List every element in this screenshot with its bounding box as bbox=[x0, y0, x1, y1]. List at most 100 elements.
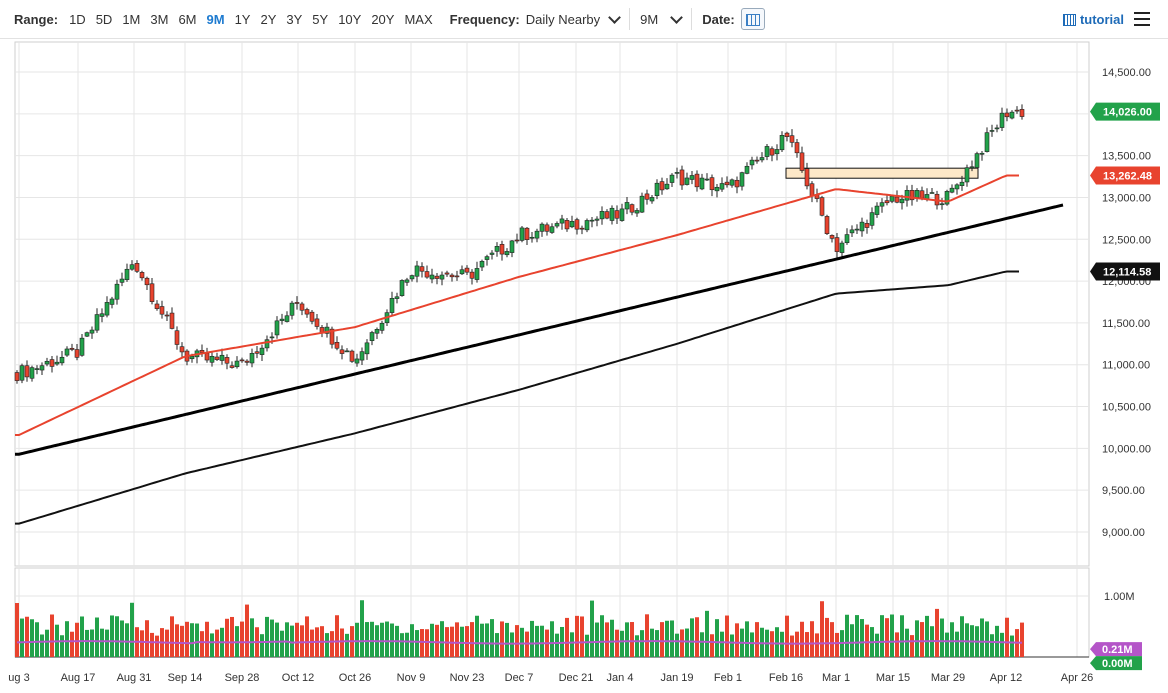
range-max[interactable]: MAX bbox=[404, 11, 433, 27]
candle-body bbox=[779, 135, 785, 151]
period-select[interactable]: 9M bbox=[640, 11, 659, 27]
candle-body bbox=[719, 183, 725, 190]
candle-body bbox=[884, 200, 890, 204]
candle-body bbox=[519, 227, 525, 241]
volume-bar bbox=[515, 625, 519, 657]
range-9m[interactable]: 9M bbox=[206, 11, 225, 27]
y-tick-label: 9,000.00 bbox=[1102, 527, 1145, 539]
candle-body bbox=[554, 223, 560, 227]
volume-bar bbox=[455, 622, 459, 657]
plot-area bbox=[14, 41, 1090, 567]
candle-body bbox=[349, 350, 355, 362]
range-10y[interactable]: 10Y bbox=[338, 11, 362, 27]
candle-body bbox=[224, 357, 230, 364]
volume-bar bbox=[490, 619, 494, 657]
volume-bar bbox=[875, 633, 879, 657]
volume-bar bbox=[345, 633, 349, 657]
volume-bar bbox=[355, 622, 359, 657]
x-tick-label: Feb 16 bbox=[769, 672, 803, 684]
volume-bar bbox=[145, 620, 149, 657]
volume-bar bbox=[675, 633, 679, 657]
frequency-group[interactable]: Frequency: Daily Nearby bbox=[450, 0, 622, 38]
volume-bar bbox=[570, 632, 574, 657]
volume-bar bbox=[90, 629, 94, 657]
volume-bar bbox=[630, 622, 634, 657]
volume-bar bbox=[30, 619, 34, 657]
volume-bar bbox=[225, 618, 229, 657]
candle-body bbox=[439, 274, 445, 280]
volume-bar bbox=[245, 604, 249, 657]
volume-bar bbox=[405, 632, 409, 657]
volume-bar bbox=[105, 629, 109, 657]
candle-body bbox=[809, 183, 815, 197]
range-2y[interactable]: 2Y bbox=[260, 11, 277, 27]
candle-body bbox=[899, 198, 905, 204]
volume-bar bbox=[820, 601, 824, 657]
divider bbox=[691, 8, 693, 30]
volume-bar bbox=[805, 632, 809, 657]
candle-body bbox=[269, 336, 275, 339]
candle-body bbox=[39, 365, 45, 371]
candle-body bbox=[904, 190, 910, 201]
volume-bar bbox=[985, 621, 989, 657]
candle-body bbox=[1009, 111, 1015, 119]
x-tick-label: Mar 1 bbox=[822, 672, 850, 684]
candle-body bbox=[314, 318, 320, 327]
range-1d[interactable]: 1D bbox=[69, 11, 86, 27]
candle-body bbox=[1004, 112, 1010, 118]
candle-body bbox=[389, 298, 395, 313]
frequency-select[interactable]: Daily Nearby bbox=[525, 11, 601, 27]
range-5y[interactable]: 5Y bbox=[312, 11, 329, 27]
x-tick-label: Nov 9 bbox=[397, 672, 426, 684]
candle-body bbox=[944, 191, 950, 205]
candle-body bbox=[464, 267, 470, 273]
candle-body bbox=[579, 227, 585, 230]
volume-bar bbox=[1005, 617, 1009, 657]
volume-bar bbox=[595, 622, 599, 657]
range-5d[interactable]: 5D bbox=[95, 11, 113, 27]
range-1y[interactable]: 1Y bbox=[234, 11, 251, 27]
volume-bar bbox=[980, 618, 984, 657]
tutorial-link[interactable]: tutorial bbox=[1062, 12, 1124, 27]
volume-bar bbox=[800, 621, 804, 657]
range-20y[interactable]: 20Y bbox=[371, 11, 395, 27]
range-3y[interactable]: 3Y bbox=[286, 11, 303, 27]
divider bbox=[629, 8, 631, 30]
volume-bar bbox=[65, 621, 69, 657]
range-1m[interactable]: 1M bbox=[122, 11, 141, 27]
candle-body bbox=[259, 347, 265, 355]
x-tick-label: Dec 7 bbox=[505, 672, 534, 684]
range-3m[interactable]: 3M bbox=[150, 11, 169, 27]
range-6m[interactable]: 6M bbox=[178, 11, 197, 27]
candle-body bbox=[914, 190, 920, 198]
volume-bar bbox=[35, 622, 39, 657]
price-label-box bbox=[1090, 102, 1160, 121]
x-tick-label: Aug 31 bbox=[117, 672, 152, 684]
volume-bar bbox=[665, 620, 669, 657]
candle-body bbox=[634, 210, 640, 214]
x-tick-label: Apr 26 bbox=[1061, 672, 1093, 684]
candle-body bbox=[49, 359, 55, 367]
calendar-icon[interactable] bbox=[740, 8, 765, 30]
candle-body bbox=[69, 347, 75, 350]
volume-bar bbox=[80, 616, 84, 657]
date-label: Date: bbox=[702, 11, 735, 27]
candle-body bbox=[144, 277, 150, 286]
x-tick-label: Jan 4 bbox=[607, 672, 634, 684]
period-group[interactable]: 9M bbox=[640, 0, 684, 38]
candle-body bbox=[34, 368, 40, 370]
hamburger-menu-icon[interactable] bbox=[1134, 12, 1150, 26]
price-label: 13,262.48 bbox=[1090, 166, 1160, 185]
candle-body bbox=[949, 187, 955, 193]
volume-bar bbox=[650, 628, 654, 657]
volume-bar bbox=[615, 629, 619, 657]
candle-body bbox=[289, 302, 295, 316]
candle-body bbox=[364, 342, 370, 355]
volume-bar bbox=[250, 618, 254, 657]
candle-body bbox=[79, 337, 85, 356]
y-tick-label: 14,500.00 bbox=[1102, 67, 1151, 79]
volume-bar bbox=[195, 623, 199, 657]
volume-bar bbox=[945, 632, 949, 657]
volume-bar bbox=[275, 622, 279, 657]
